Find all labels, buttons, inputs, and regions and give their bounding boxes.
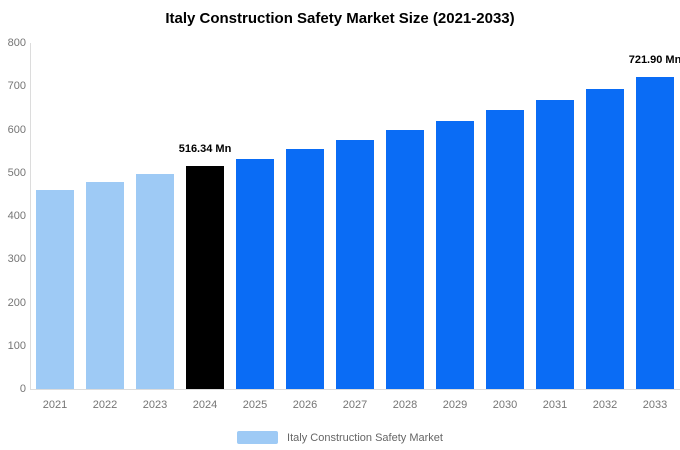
bar-2026[interactable] [286, 148, 324, 389]
bar-2028[interactable] [386, 130, 424, 389]
x-axis-tick-label: 2031 [542, 399, 568, 411]
x-axis-tick-label: 2033 [642, 399, 668, 411]
x-axis-tick-label: 2022 [92, 399, 118, 411]
legend-label: Italy Construction Safety Market [287, 431, 443, 444]
x-axis-tick-label: 2023 [142, 399, 168, 411]
y-axis-tick-label: 700 [7, 80, 26, 93]
bar-2025[interactable] [236, 158, 274, 389]
bar-value-label: 721.90 Mn [628, 53, 680, 66]
bar-2033[interactable] [636, 76, 674, 389]
bar-2031[interactable] [536, 100, 574, 389]
chart-title: Italy Construction Safety Market Size (2… [165, 10, 515, 27]
x-axis-tick-label: 2021 [42, 399, 68, 411]
y-axis-tick-label: 0 [19, 383, 26, 395]
bar-2030[interactable] [486, 110, 524, 389]
bar-2021[interactable] [36, 190, 74, 389]
y-axis-tick-label: 100 [7, 339, 26, 352]
y-axis-tick-label: 400 [7, 210, 26, 222]
x-axis-tick-label: 2029 [442, 399, 468, 411]
bar-2029[interactable] [436, 120, 474, 389]
x-axis-tick-label: 2026 [292, 399, 318, 411]
y-axis-tick-label: 200 [7, 296, 26, 309]
legend[interactable]: Italy Construction Safety Market [0, 431, 680, 444]
x-axis-tick-label: 2027 [342, 399, 368, 411]
bar-2024[interactable] [186, 165, 224, 389]
x-axis-line [30, 389, 680, 390]
bar-2023[interactable] [136, 174, 174, 389]
bar-2027[interactable] [336, 139, 374, 389]
x-axis-tick-label: 2032 [592, 399, 618, 411]
y-axis-tick-label: 800 [7, 37, 26, 49]
x-axis-tick-label: 2024 [192, 399, 218, 411]
y-axis-tick-label: 300 [7, 253, 26, 266]
y-axis-line [30, 43, 31, 389]
bar-2032[interactable] [586, 88, 624, 389]
x-axis-tick-label: 2030 [492, 399, 518, 411]
x-axis-tick-label: 2028 [392, 399, 418, 411]
y-axis-tick-label: 500 [7, 166, 26, 179]
bar-value-label: 516.34 Mn [178, 142, 232, 155]
x-axis-tick-label: 2025 [242, 399, 268, 411]
bar-2022[interactable] [86, 182, 124, 389]
legend-swatch [237, 431, 279, 444]
y-axis-tick-label: 600 [7, 123, 26, 136]
